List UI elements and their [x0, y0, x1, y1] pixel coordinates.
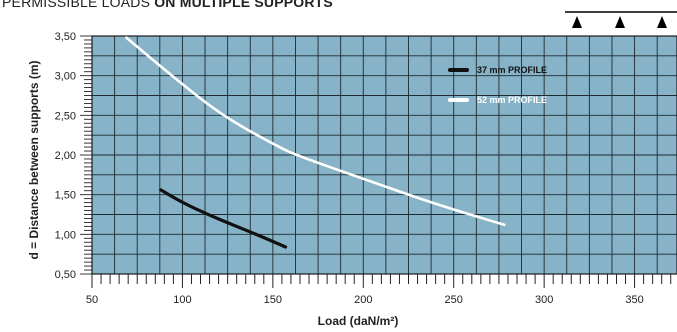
y-tick-label: 1,00	[55, 229, 76, 241]
x-axis-title: Load (daN/m²)	[318, 314, 399, 328]
legend: 37 mm PROFILE 52 mm PROFILE	[448, 65, 547, 105]
x-tick-label: 350	[625, 294, 643, 306]
y-tick-label: 2,50	[55, 110, 76, 122]
legend-label: 52 mm PROFILE	[477, 95, 547, 105]
y-tick-label: 3,50	[55, 31, 76, 43]
y-tick-label: 0,50	[55, 269, 76, 281]
x-tick-label: 150	[264, 294, 282, 306]
y-minor-ticks	[80, 35, 92, 275]
title-emphasis: ON MULTIPLE SUPPORTS	[154, 0, 333, 10]
legend-label: 37 mm PROFILE	[477, 65, 547, 75]
x-tick-label: 100	[173, 294, 191, 306]
y-tick-labels: 0,50 1,00 1,50 2,00 2,50 3,00 3,50	[55, 31, 76, 281]
support-diagram	[565, 11, 677, 28]
y-tick-label: 2,00	[55, 150, 76, 162]
support-triangle-icon	[657, 16, 667, 28]
y-tick-label: 1,50	[55, 190, 76, 202]
x-minor-ticks	[91, 274, 672, 288]
x-tick-labels: 50100150200250300350400	[86, 294, 644, 306]
series-line-37mm	[159, 188, 288, 249]
y-axis-title: d = Distance between supports (m)	[27, 60, 41, 259]
x-tick-label: 300	[535, 294, 553, 306]
horizontal-grid	[92, 35, 677, 275]
plot-frame	[91, 35, 677, 275]
series-lines	[125, 36, 506, 249]
x-tick-label: 50	[86, 294, 98, 306]
x-tick-label: 200	[354, 294, 372, 306]
x-tick-label: 250	[445, 294, 463, 306]
support-triangle-icon	[615, 16, 625, 28]
y-tick-label: 3,00	[55, 71, 76, 83]
support-triangle-icon	[572, 16, 582, 28]
series-line-52mm	[125, 36, 506, 227]
page-title: PERMISSIBLE LOADS ON MULTIPLE SUPPORTS	[2, 0, 333, 10]
title-prefix: PERMISSIBLE LOADS	[2, 0, 151, 10]
